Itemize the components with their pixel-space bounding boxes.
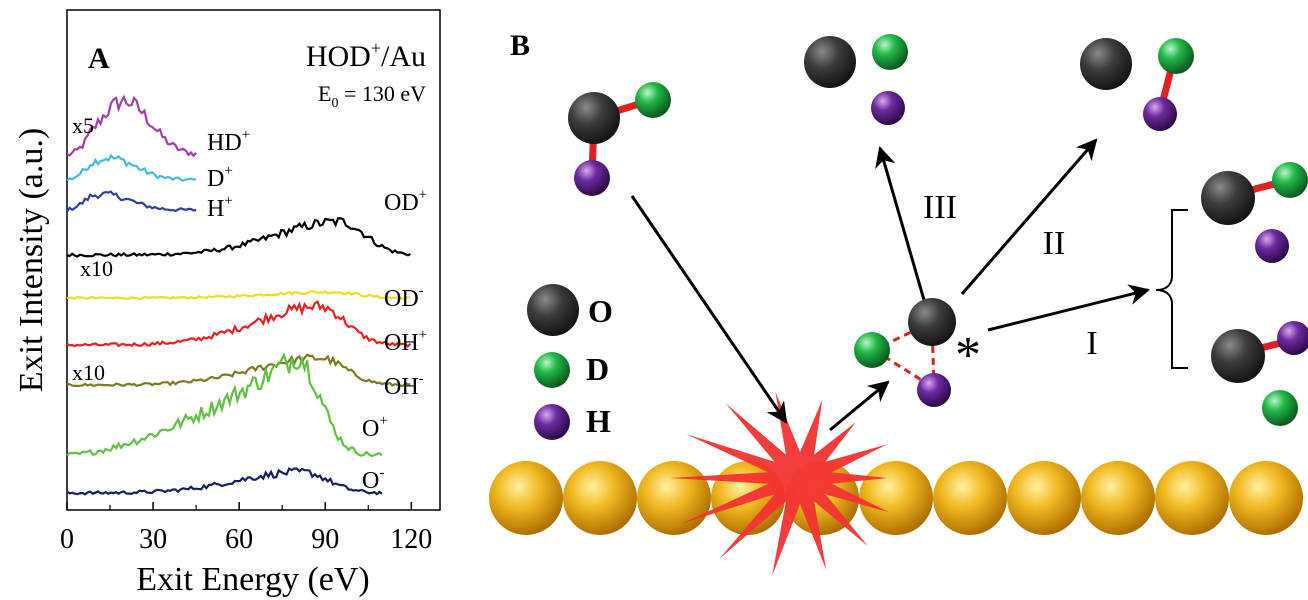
series-labels: HD+ D+H+ OD+ OD- OH+ OH- O+ O- [207, 127, 427, 494]
product-iii [804, 34, 908, 125]
series-label: OD+ [384, 187, 427, 216]
series-label: D+ [207, 163, 233, 192]
y-axis-label: Exit Intensity (a.u.) [13, 128, 50, 392]
series-line-oh-minus [66, 353, 411, 388]
multiplier-hd: x5 [72, 113, 94, 138]
series-curves [66, 94, 412, 496]
impact-burst [670, 391, 889, 576]
series-line-o-minusplus [66, 352, 383, 458]
gold-atom [859, 461, 933, 535]
product-i-od [1201, 162, 1308, 263]
pathway-label-iii: III [923, 189, 957, 226]
chart-title: HOD+/Au [306, 38, 426, 73]
deuterium-atom [854, 332, 890, 368]
series-label: HD+ [207, 127, 250, 156]
deuterium-atom [872, 34, 908, 70]
x-tick-label: 120 [390, 524, 432, 555]
legend-oxygen-label: O [588, 293, 613, 329]
deuterium-atom [635, 82, 671, 118]
incoming-molecule [568, 82, 671, 196]
pathway-label-ii: II [1043, 225, 1066, 262]
gold-atom [637, 461, 711, 535]
excited-molecule: * [854, 298, 981, 407]
oxygen-atom [804, 36, 856, 88]
panel-a-label: A [88, 42, 110, 75]
gold-atom [933, 461, 1007, 535]
gold-surface [489, 461, 1303, 535]
x-tick-label: 90 [311, 524, 339, 555]
series-label: OD- [384, 283, 424, 312]
legend-hydrogen-icon [534, 404, 570, 440]
legend-hydrogen-label: H [586, 403, 611, 439]
series-label: H+ [207, 193, 233, 222]
x-tick-label: 30 [139, 524, 167, 555]
panel-b: B [489, 29, 1308, 576]
series-label: O- [362, 465, 384, 494]
series-label: OH+ [384, 327, 427, 356]
product-i-oh [1211, 321, 1308, 426]
oxygen-atom [1201, 171, 1255, 225]
legend-oxygen-icon [527, 284, 579, 336]
atom-legend: O D H [527, 284, 613, 440]
deuterium-atom [1158, 38, 1194, 74]
pathway-arrow-ii [960, 138, 1098, 295]
gold-atom [1155, 461, 1229, 535]
oxygen-atom [1080, 38, 1132, 90]
oxygen-atom [1211, 329, 1265, 383]
product-ii [1080, 38, 1194, 131]
gold-atom [563, 461, 637, 535]
legend-deuterium-label: D [586, 351, 609, 387]
x-axis: 0 30 60 90 120 [60, 502, 432, 555]
gold-atom [1007, 461, 1081, 535]
deuterium-atom [1272, 162, 1308, 198]
x-tick-label: 60 [225, 524, 253, 555]
series-label: OH- [384, 371, 424, 400]
pathway-arrow-iii [875, 145, 926, 301]
oxygen-atom [908, 298, 956, 346]
x-tick-label: 0 [60, 524, 74, 555]
oxygen-atom [568, 92, 620, 144]
hydrogen-atom [1255, 229, 1289, 263]
pathway-arrow-i [987, 284, 1151, 332]
legend-deuterium-icon [534, 352, 570, 388]
panel-a: A HOD+/Au E0 = 130 eV HD+ D+H+ OD+ OD- OH+ OH… [13, 9, 441, 598]
series-label: O+ [362, 413, 388, 442]
series-line-hd-minusplus [66, 94, 197, 158]
excited-marker: * [955, 327, 981, 384]
gold-atom [1081, 461, 1155, 535]
panel-b-label: B [510, 29, 530, 62]
plot-frame [66, 9, 441, 511]
series-line-od-minus [66, 289, 411, 300]
hydrogen-atom [871, 91, 905, 125]
multiplier-od-minus: x10 [80, 256, 113, 281]
series-line-d-minusplus [66, 153, 197, 182]
hydrogen-atom [1277, 321, 1308, 355]
scatter-arrow [829, 380, 890, 432]
pathway-i-brace [1155, 209, 1188, 369]
hydrogen-atom [1143, 97, 1177, 131]
gold-atom [489, 461, 563, 535]
incoming-arrow [630, 195, 788, 424]
hydrogen-atom [574, 160, 610, 196]
beam-energy: E0 = 130 eV [318, 81, 426, 111]
series-line-od-minusplus [66, 217, 411, 258]
x-axis-label: Exit Energy (eV) [136, 561, 370, 598]
series-line-o-minus [66, 467, 383, 496]
deuterium-atom [1262, 390, 1298, 426]
hydrogen-atom [917, 373, 951, 407]
multiplier-oh-minus: x10 [72, 360, 105, 385]
series-line-oh-minusplus [66, 300, 412, 348]
series-line-h-minusplus [66, 190, 197, 213]
gold-atom [1229, 461, 1303, 535]
pathway-label-i: I [1086, 325, 1097, 362]
